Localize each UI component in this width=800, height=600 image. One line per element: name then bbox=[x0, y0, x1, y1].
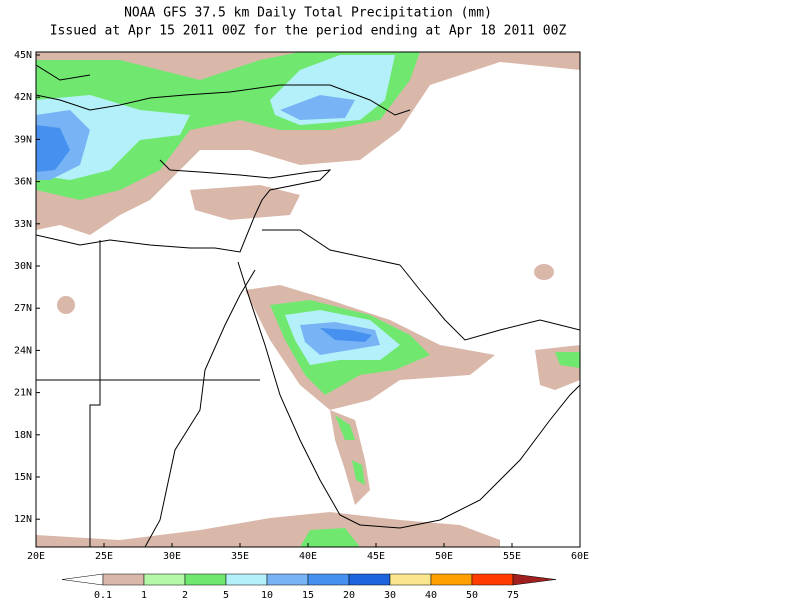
colorbar-label: 10 bbox=[261, 590, 273, 600]
colorbar-swatch bbox=[184, 573, 227, 586]
colorbar-swatch bbox=[102, 573, 145, 586]
subtitle: Issued at Apr 15 2011 00Z for the period… bbox=[50, 24, 567, 39]
lat-label: 45N bbox=[14, 50, 32, 61]
lon-label: 45E bbox=[367, 551, 385, 562]
lat-label: 33N bbox=[14, 219, 32, 230]
colorbar-swatch bbox=[307, 573, 350, 586]
lon-label: 55E bbox=[503, 551, 521, 562]
lat-label: 36N bbox=[14, 177, 32, 188]
lon-label: 60E bbox=[571, 551, 589, 562]
colorbar-label: 50 bbox=[466, 590, 478, 600]
lat-label: 30N bbox=[14, 261, 32, 272]
colorbar-swatch bbox=[471, 573, 514, 586]
lon-label: 25E bbox=[95, 551, 113, 562]
colorbar-swatch bbox=[430, 573, 473, 586]
lat-label: 24N bbox=[14, 345, 32, 356]
lat-label: 21N bbox=[14, 388, 32, 399]
colorbar-swatch bbox=[389, 573, 432, 586]
colorbar-swatch bbox=[266, 573, 309, 586]
colorbar-label: 2 bbox=[182, 590, 188, 600]
colorbar-label: 20 bbox=[343, 590, 355, 600]
colorbar-swatch bbox=[225, 573, 268, 586]
colorbar-label: 5 bbox=[223, 590, 229, 600]
coastlines bbox=[36, 64, 580, 547]
lat-label: 12N bbox=[14, 514, 32, 525]
colorbar-swatch bbox=[61, 573, 104, 586]
colorbar-label: 1 bbox=[141, 590, 147, 600]
colorbar-label: 75 bbox=[507, 590, 519, 600]
colorbar-label: 40 bbox=[425, 590, 437, 600]
lat-label: 42N bbox=[14, 92, 32, 103]
lon-label: 40E bbox=[299, 551, 317, 562]
lon-label: 20E bbox=[27, 551, 45, 562]
lat-label: 27N bbox=[14, 303, 32, 314]
precip-field bbox=[36, 52, 580, 547]
lat-label: 39N bbox=[14, 134, 32, 145]
colorbar-label: 15 bbox=[302, 590, 314, 600]
colorbar-swatch bbox=[143, 573, 186, 586]
lat-label: 18N bbox=[14, 430, 32, 441]
colorbar: 0.1 1 2 5 10 15 20 30 40 50 75 bbox=[61, 573, 557, 600]
colorbar-swatch bbox=[512, 573, 557, 586]
colorbar-label: 30 bbox=[384, 590, 396, 600]
lon-label: 30E bbox=[163, 551, 181, 562]
colorbar-label: 0.1 bbox=[94, 590, 112, 600]
title: NOAA GFS 37.5 km Daily Total Precipitati… bbox=[124, 6, 492, 21]
lat-label: 15N bbox=[14, 472, 32, 483]
lon-label: 35E bbox=[231, 551, 249, 562]
colorbar-swatch bbox=[348, 573, 391, 586]
lon-label: 50E bbox=[435, 551, 453, 562]
axes: 45N 42N 39N 36N 33N 30N 27N 24N 21N 18N 15N 12N 20E 2… bbox=[14, 50, 589, 562]
